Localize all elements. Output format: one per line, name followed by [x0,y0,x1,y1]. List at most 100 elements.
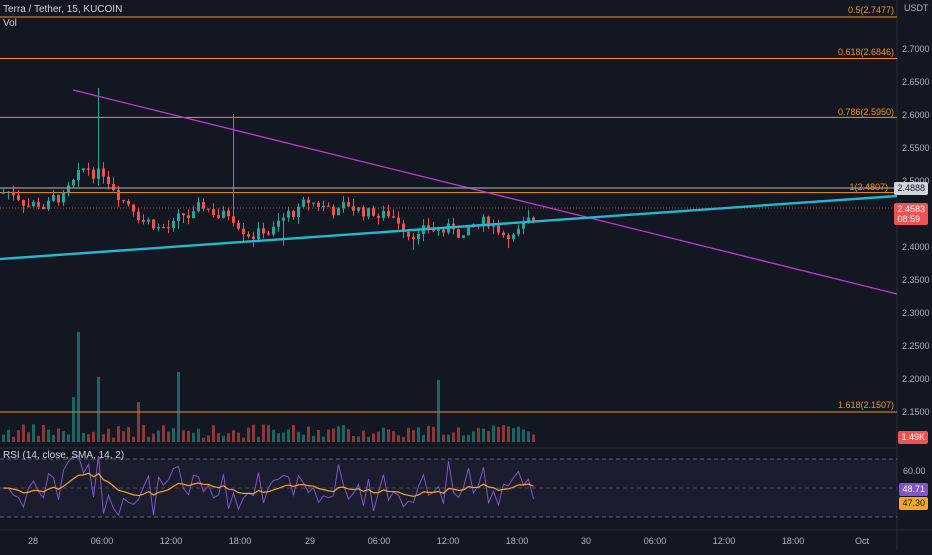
volume-bar [447,434,450,442]
candle-body [57,194,60,203]
time-tick: 06:00 [90,536,114,546]
volume-bar [82,432,85,442]
grey-price-tag: 2.4888 [894,182,928,195]
candle-body [412,236,415,240]
candle-body [262,228,265,234]
volume-bar [512,428,515,442]
volume-bar [342,425,345,442]
volume-legend[interactable]: Vol [3,18,21,29]
volume-bar [502,425,505,442]
symbol-legend[interactable]: Terra / Tether, 15, KUCOIN [3,4,126,15]
volume-bar [367,436,370,442]
time-tick: 18:00 [505,536,529,546]
fib-label-0.786: 0.786(2.5950) [837,107,894,117]
current-price-tag: 2.4583 08:59 [894,203,928,225]
candle-body [497,225,500,233]
volume-bar [377,431,380,442]
candle-body [297,206,300,218]
candle-body [377,215,380,219]
fib-label-0.618: 0.618(2.6846) [837,47,894,57]
volume-bar [212,425,215,442]
candle-body [347,202,350,207]
candle-body [307,199,310,203]
candle-body [257,228,260,240]
trendline-upper[interactable] [72,89,898,295]
candle-body [457,229,460,238]
candle-body [12,191,15,196]
volume-bar [237,432,240,442]
volume-bar [102,434,105,442]
candle-body [197,202,200,212]
rsi-value-tag: 48.71 [899,483,928,496]
volume-bar [302,434,305,442]
volume-bar [327,429,330,442]
volume-bar [52,434,55,442]
candle-body [272,226,275,235]
volume-bar [437,380,440,442]
volume-bar [122,431,125,442]
candle-body [162,227,165,229]
volume-bar [112,437,115,442]
candle-body [47,200,50,209]
candle-body [22,199,25,206]
volume-bar [307,426,310,442]
volume-bar [17,430,20,442]
candle-body [407,231,410,237]
current-price-value: 2.4583 [897,204,925,214]
rsi-sma-tag: 47.30 [899,497,928,510]
volume-bar [142,424,145,442]
symbol-title: Terra / Tether, 15, KUCOIN [3,4,123,15]
volume-bar [107,428,110,442]
rsi-legend[interactable]: RSI (14, close, SMA, 14, 2) [3,450,128,461]
candle-body [512,234,515,240]
candle-body [312,202,315,204]
volume-bar [407,427,410,442]
volume-bar [432,426,435,442]
candle-body [517,228,520,235]
candle-body [102,168,105,177]
volume-bar [147,436,150,442]
candle-body [522,222,525,229]
price-tick: 2.6000 [902,110,930,120]
trendline-lower[interactable] [0,194,898,261]
volume-bar [517,426,520,442]
volume-bar [117,426,120,442]
volume-bar [482,428,485,442]
volume-bar [412,430,415,442]
candle-body [357,207,360,211]
volume-bar [72,397,75,442]
candle-body [247,234,250,237]
price-tick: 2.2000 [902,374,930,384]
volume-bar [262,424,265,442]
price-tick: 2.5000 [902,176,930,186]
rsi-line [3,455,534,517]
candle-body [502,232,505,236]
candle-body [212,209,215,216]
candle-body [82,168,85,171]
volume-bar [457,427,460,442]
candle-body [492,225,495,227]
candle-body [332,206,335,216]
candle-body [487,216,490,227]
volume-bar [257,436,260,442]
candle-body [127,200,130,205]
volume-bar [227,433,230,442]
volume-bar [77,332,80,442]
candle-body [132,204,135,212]
fibonacci-levels [0,16,897,413]
volume-bar [297,431,300,442]
price-tick: 2.6500 [902,77,930,87]
time-tick: 18:00 [228,536,252,546]
candle-body [397,217,400,224]
candle-body [372,208,375,216]
volume-bar [267,425,270,442]
volume-title: Vol [3,18,17,29]
candle-body [467,225,470,236]
price-tick: 2.4000 [902,242,930,252]
candle-body [232,216,235,223]
candle-body [187,215,190,219]
volume-bar [507,426,510,442]
volume-bar [462,435,465,442]
